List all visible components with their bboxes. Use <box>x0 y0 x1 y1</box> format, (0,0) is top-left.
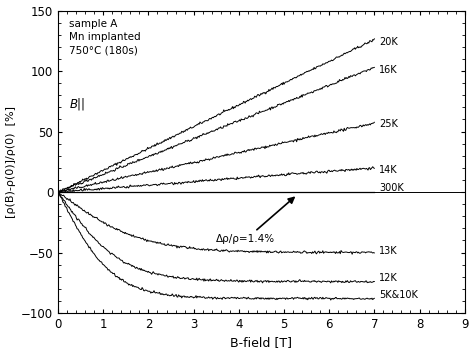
Text: sample A
Mn implanted
750°C (180s): sample A Mn implanted 750°C (180s) <box>69 19 141 55</box>
Text: 25K: 25K <box>379 119 398 129</box>
Y-axis label: [ρ(B)-ρ(0)]/ρ(0)  [%]: [ρ(B)-ρ(0)]/ρ(0) [%] <box>6 106 16 218</box>
Text: 300K: 300K <box>379 184 403 193</box>
X-axis label: B-field [T]: B-field [T] <box>230 337 292 349</box>
Text: 20K: 20K <box>379 37 398 47</box>
Text: Δρ/ρ=1.4%: Δρ/ρ=1.4% <box>216 197 294 244</box>
Text: 16K: 16K <box>379 65 398 75</box>
Text: 12K: 12K <box>379 273 398 283</box>
Text: B||: B|| <box>69 98 85 111</box>
Text: 5K&10K: 5K&10K <box>379 290 418 300</box>
Text: 14K: 14K <box>379 165 398 175</box>
Text: 13K: 13K <box>379 246 398 256</box>
